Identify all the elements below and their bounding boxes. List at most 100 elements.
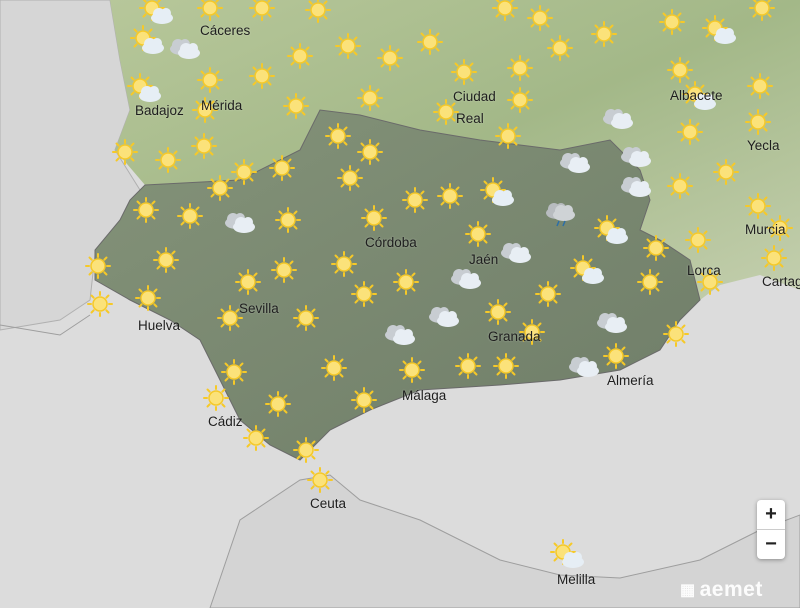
sun-icon[interactable]	[337, 165, 363, 191]
cloud-icon[interactable]	[569, 357, 599, 377]
sun-icon[interactable]	[221, 359, 247, 385]
cloud-icon[interactable]	[621, 147, 651, 167]
sun-icon[interactable]	[207, 175, 233, 201]
sun-icon[interactable]	[361, 205, 387, 231]
sun-icon[interactable]	[293, 305, 319, 331]
cloud-icon[interactable]	[451, 269, 481, 289]
sun-icon[interactable]	[112, 139, 138, 165]
sun-icon[interactable]	[249, 0, 275, 21]
sun-icon[interactable]	[495, 123, 521, 149]
sun-icon[interactable]	[507, 55, 533, 81]
cloud-icon[interactable]	[603, 109, 633, 129]
rain-cloud-icon[interactable]	[546, 203, 575, 227]
sun-icon[interactable]	[417, 29, 443, 55]
sun-icon[interactable]	[321, 355, 347, 381]
sun-cloud-icon[interactable]	[570, 255, 604, 284]
sun-icon[interactable]	[667, 173, 693, 199]
sun-icon[interactable]	[767, 215, 793, 241]
sun-icon[interactable]	[667, 57, 693, 83]
sun-icon[interactable]	[637, 269, 663, 295]
sun-icon[interactable]	[761, 245, 787, 271]
sun-icon[interactable]	[235, 269, 261, 295]
sun-cloud-icon[interactable]	[480, 177, 514, 206]
sun-icon[interactable]	[217, 305, 243, 331]
sun-cloud-icon[interactable]	[594, 215, 628, 244]
sun-icon[interactable]	[527, 5, 553, 31]
sun-icon[interactable]	[133, 197, 159, 223]
sun-icon[interactable]	[685, 227, 711, 253]
sun-icon[interactable]	[331, 251, 357, 277]
sun-icon[interactable]	[697, 269, 723, 295]
sun-icon[interactable]	[305, 0, 331, 23]
sun-cloud-icon[interactable]	[702, 15, 736, 44]
sun-icon[interactable]	[377, 45, 403, 71]
sun-icon[interactable]	[663, 321, 689, 347]
cloud-icon[interactable]	[560, 153, 590, 173]
sun-icon[interactable]	[283, 93, 309, 119]
sun-icon[interactable]	[745, 109, 771, 135]
sun-icon[interactable]	[307, 467, 333, 493]
sun-icon[interactable]	[749, 0, 775, 21]
sun-icon[interactable]	[603, 343, 629, 369]
sun-icon[interactable]	[243, 425, 269, 451]
zoom-out-button[interactable]: −	[757, 529, 785, 559]
sun-icon[interactable]	[203, 385, 229, 411]
sun-icon[interactable]	[177, 203, 203, 229]
sun-icon[interactable]	[745, 193, 771, 219]
sun-icon[interactable]	[507, 87, 533, 113]
sun-icon[interactable]	[399, 357, 425, 383]
sun-icon[interactable]	[135, 285, 161, 311]
sun-icon[interactable]	[535, 281, 561, 307]
sun-icon[interactable]	[155, 147, 181, 173]
sun-icon[interactable]	[275, 207, 301, 233]
sun-icon[interactable]	[591, 21, 617, 47]
sun-cloud-icon[interactable]	[682, 81, 716, 110]
sun-icon[interactable]	[643, 235, 669, 261]
cloud-icon[interactable]	[385, 325, 415, 345]
sun-icon[interactable]	[293, 437, 319, 463]
sun-icon[interactable]	[357, 139, 383, 165]
zoom-in-button[interactable]: +	[765, 503, 777, 525]
sun-icon[interactable]	[197, 0, 223, 21]
sun-icon[interactable]	[357, 85, 383, 111]
sun-cloud-icon[interactable]	[139, 0, 173, 24]
sun-icon[interactable]	[249, 63, 275, 89]
sun-icon[interactable]	[677, 119, 703, 145]
sun-icon[interactable]	[455, 353, 481, 379]
sun-icon[interactable]	[265, 391, 291, 417]
sun-icon[interactable]	[85, 253, 111, 279]
sun-icon[interactable]	[191, 133, 217, 159]
sun-icon[interactable]	[271, 257, 297, 283]
sun-icon[interactable]	[713, 159, 739, 185]
sun-icon[interactable]	[192, 97, 218, 123]
sun-icon[interactable]	[402, 187, 428, 213]
cloud-icon[interactable]	[597, 313, 627, 333]
cloud-icon[interactable]	[170, 39, 200, 59]
sun-icon[interactable]	[451, 59, 477, 85]
sun-icon[interactable]	[351, 387, 377, 413]
sun-icon[interactable]	[231, 159, 257, 185]
sun-icon[interactable]	[485, 299, 511, 325]
sun-icon[interactable]	[519, 319, 545, 345]
sun-icon[interactable]	[747, 73, 773, 99]
cloud-icon[interactable]	[621, 177, 651, 197]
cloud-icon[interactable]	[429, 307, 459, 327]
sun-icon[interactable]	[351, 281, 377, 307]
sun-icon[interactable]	[197, 67, 223, 93]
sun-icon[interactable]	[465, 221, 491, 247]
sun-icon[interactable]	[659, 9, 685, 35]
sun-icon[interactable]	[287, 43, 313, 69]
cloud-icon[interactable]	[501, 243, 531, 263]
cloud-icon[interactable]	[225, 213, 255, 233]
sun-icon[interactable]	[269, 155, 295, 181]
sun-icon[interactable]	[393, 269, 419, 295]
sun-icon[interactable]	[492, 0, 518, 21]
sun-icon[interactable]	[87, 291, 113, 317]
sun-cloud-icon[interactable]	[550, 539, 584, 568]
sun-icon[interactable]	[547, 35, 573, 61]
sun-cloud-icon[interactable]	[130, 25, 164, 54]
sun-icon[interactable]	[335, 33, 361, 59]
sun-icon[interactable]	[493, 353, 519, 379]
sun-icon[interactable]	[153, 247, 179, 273]
